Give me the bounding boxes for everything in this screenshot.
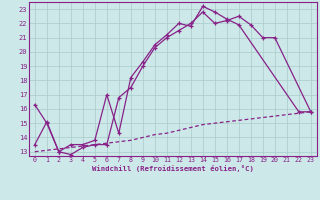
X-axis label: Windchill (Refroidissement éolien,°C): Windchill (Refroidissement éolien,°C) bbox=[92, 165, 254, 172]
